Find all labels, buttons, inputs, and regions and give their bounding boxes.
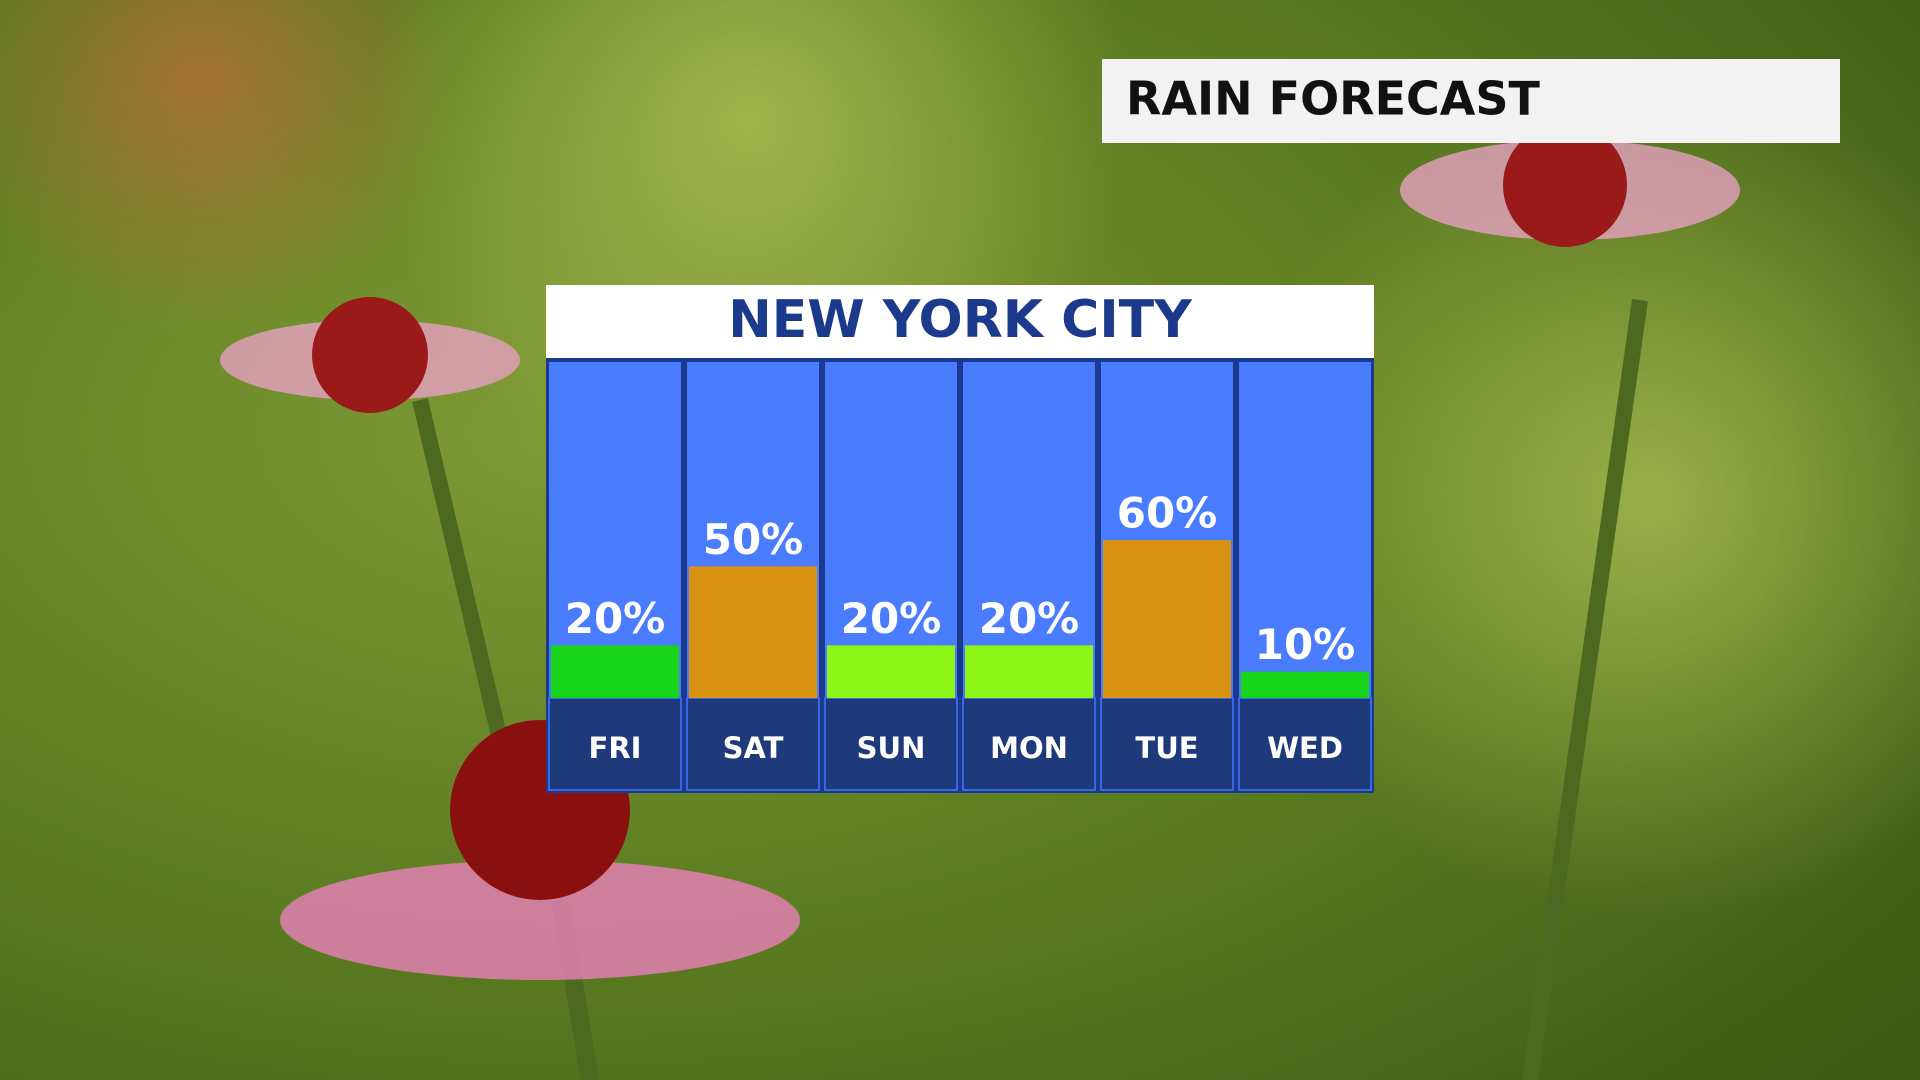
bar bbox=[1103, 540, 1231, 698]
x-tick-label: FRI bbox=[589, 731, 642, 765]
x-tick-label: SAT bbox=[723, 731, 784, 765]
bar bbox=[551, 645, 679, 698]
value-label: 20% bbox=[841, 594, 942, 643]
column bbox=[1239, 362, 1371, 698]
bar bbox=[1241, 671, 1369, 698]
bar bbox=[689, 566, 817, 698]
value-label: 20% bbox=[979, 594, 1080, 643]
day-band bbox=[962, 697, 1096, 791]
bar bbox=[965, 645, 1093, 698]
column bbox=[963, 362, 1095, 698]
value-label: 60% bbox=[1117, 489, 1218, 538]
column bbox=[825, 362, 957, 698]
x-tick-label: MON bbox=[990, 731, 1068, 765]
x-tick-label: SUN bbox=[857, 731, 926, 765]
bar bbox=[827, 645, 955, 698]
chart-title-box bbox=[546, 285, 1374, 358]
x-tick-label: TUE bbox=[1135, 731, 1198, 765]
header-box bbox=[1102, 59, 1840, 143]
column bbox=[549, 362, 681, 698]
day-band bbox=[824, 697, 958, 791]
day-band bbox=[1100, 697, 1234, 791]
value-label: 20% bbox=[565, 594, 666, 643]
chart-title: NEW YORK CITY bbox=[728, 290, 1193, 350]
day-band bbox=[1238, 697, 1372, 791]
day-band bbox=[686, 697, 820, 791]
x-tick-label: WED bbox=[1267, 731, 1343, 765]
value-label: 50% bbox=[703, 515, 804, 564]
day-band bbox=[548, 697, 682, 791]
background-glow bbox=[0, 0, 460, 340]
chart-panel bbox=[546, 358, 1374, 793]
header-title: RAIN FORECAST bbox=[1126, 72, 1541, 126]
value-label: 10% bbox=[1255, 620, 1356, 669]
background-glow bbox=[1230, 80, 1920, 920]
